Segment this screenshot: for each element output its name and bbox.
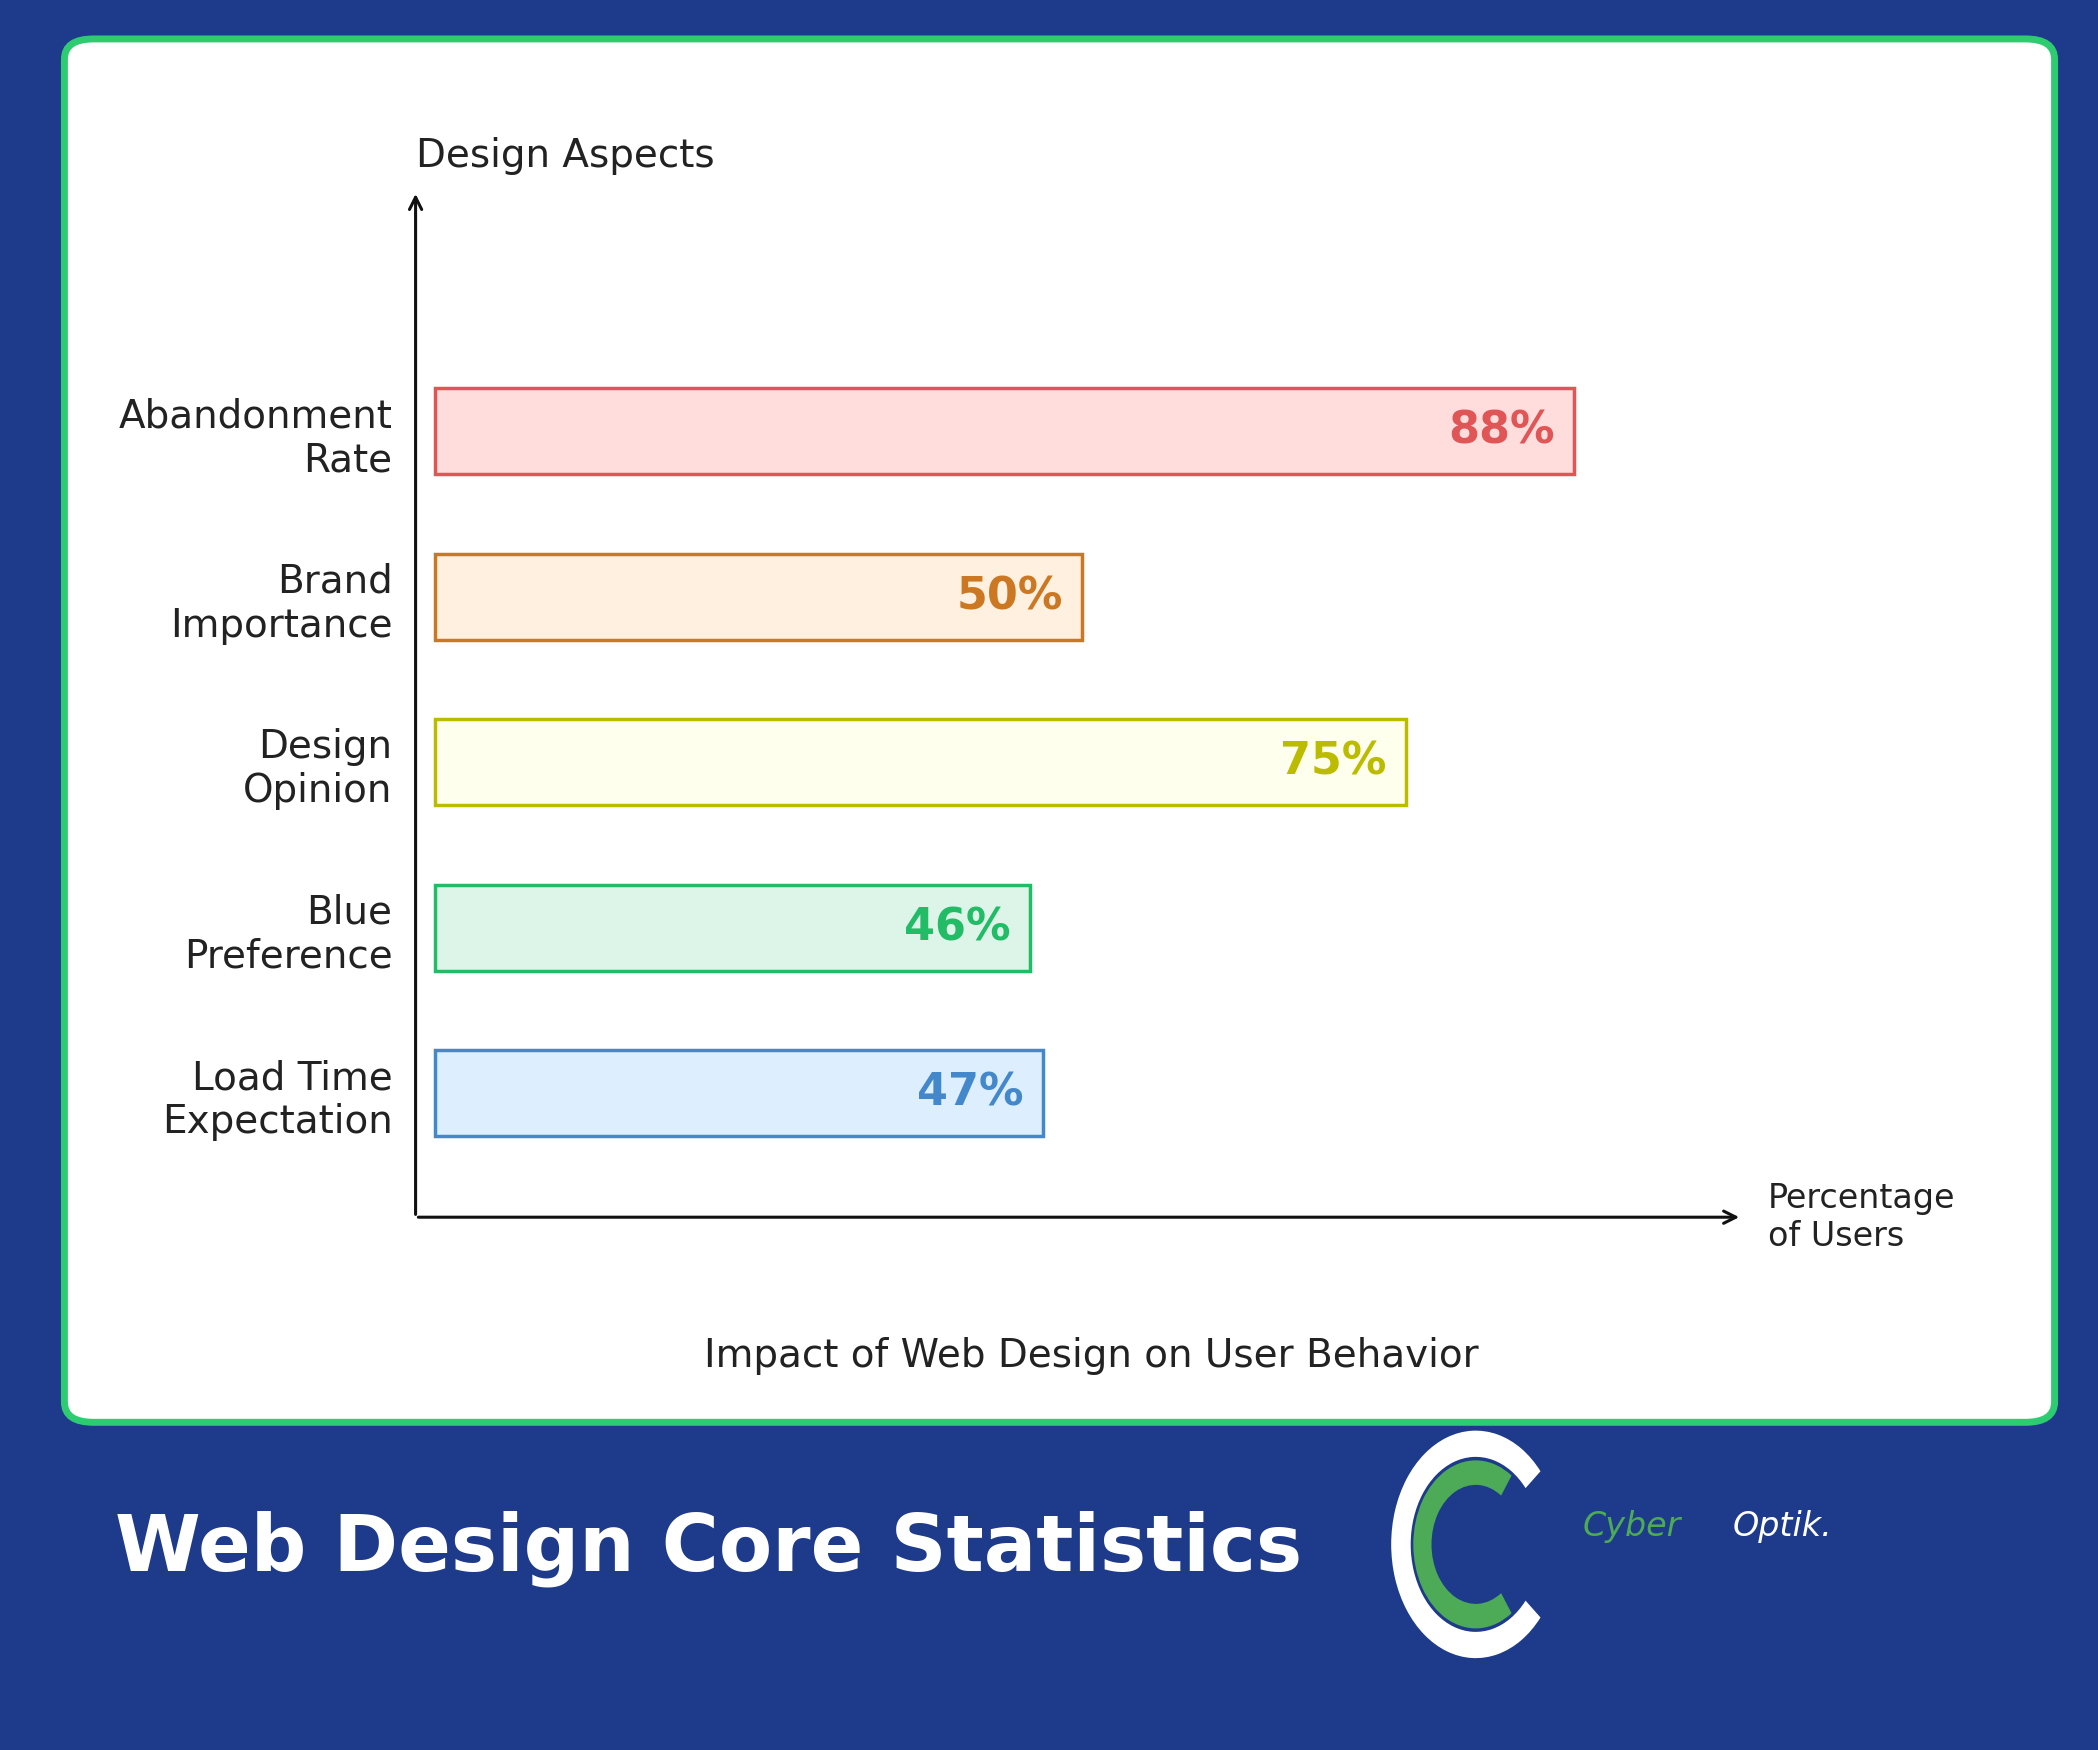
Text: Web Design Core Statistics: Web Design Core Statistics [115, 1510, 1303, 1587]
Bar [434, 719, 1406, 805]
Bar [434, 388, 1574, 474]
Bar [434, 553, 1083, 639]
Text: Impact of Web Design on User Behavior: Impact of Web Design on User Behavior [703, 1337, 1479, 1376]
Text: 46%: 46% [904, 906, 1011, 948]
Text: Percentage
of Users: Percentage of Users [1769, 1181, 1955, 1253]
Text: 88%: 88% [1448, 410, 1555, 453]
Bar [434, 1050, 1043, 1136]
Text: Cyber: Cyber [1584, 1510, 1680, 1544]
Bar [434, 884, 1030, 971]
Text: Design Aspects: Design Aspects [415, 136, 713, 175]
Text: 47%: 47% [917, 1071, 1024, 1115]
Text: Optik.: Optik. [1733, 1510, 1832, 1544]
Wedge shape [1391, 1432, 1540, 1657]
FancyBboxPatch shape [65, 38, 2054, 1423]
Text: 75%: 75% [1280, 740, 1387, 784]
Text: 50%: 50% [957, 576, 1062, 618]
Wedge shape [1414, 1461, 1511, 1628]
